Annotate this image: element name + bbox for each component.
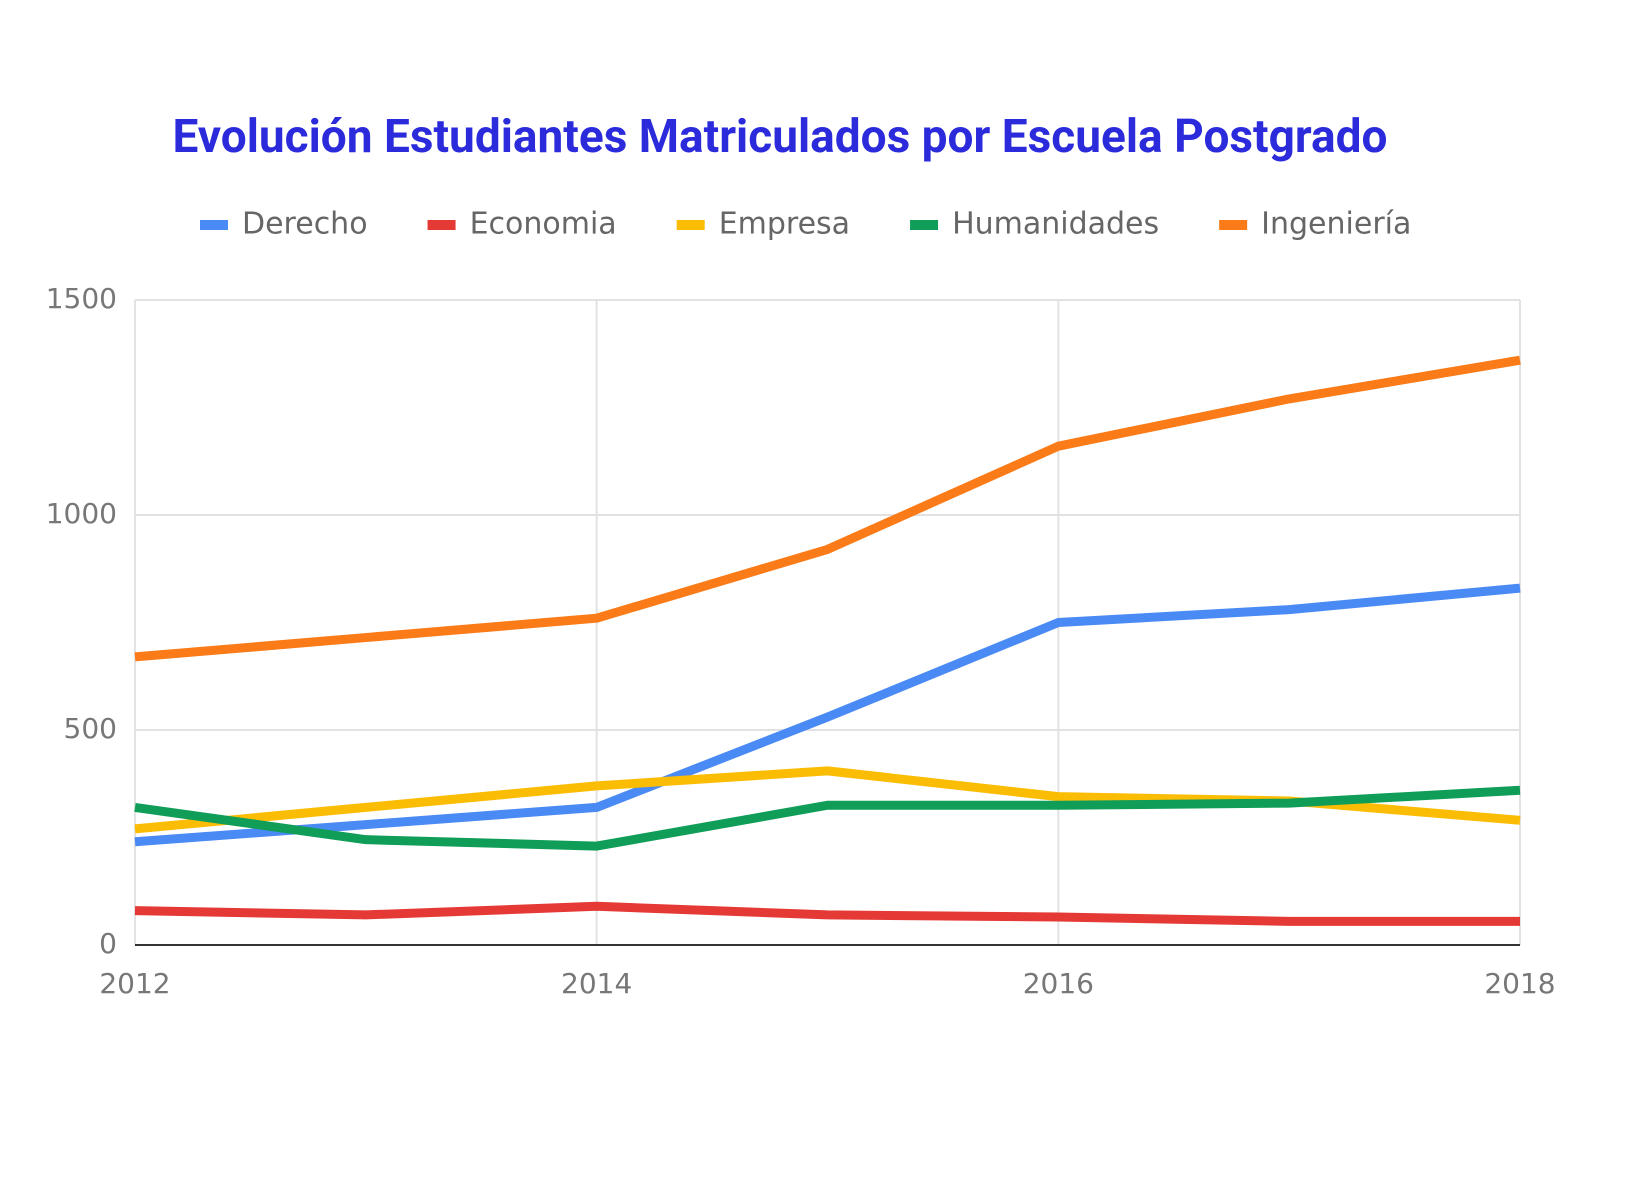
legend-label: Ingeniería [1261,207,1411,242]
y-tick-label: 0 [99,927,117,960]
y-tick-label: 1000 [46,497,117,530]
legend-swatch [676,220,705,230]
legend-swatch [910,220,939,230]
legend-label: Humanidades [952,207,1159,242]
legend-swatch [427,220,456,230]
series-line [134,355,1521,662]
x-tick-label: 2014 [561,967,632,1000]
x-tick-label: 2016 [1023,967,1094,1000]
series-line [134,583,1521,847]
legend-label: Economia [470,207,617,242]
y-tick-label: 500 [64,712,117,745]
legend-label: Empresa [719,207,850,242]
series-line [134,785,1521,851]
legend-swatch [1219,220,1248,230]
series-line [134,901,1520,926]
x-tick-label: 2012 [99,967,170,1000]
y-tick-label: 1500 [46,282,117,315]
chart-title: Evolución Estudiantes Matriculados por E… [173,110,1388,164]
legend-label: Derecho [242,207,368,242]
x-tick-label: 2018 [1484,967,1555,1000]
legend-swatch [200,220,228,230]
